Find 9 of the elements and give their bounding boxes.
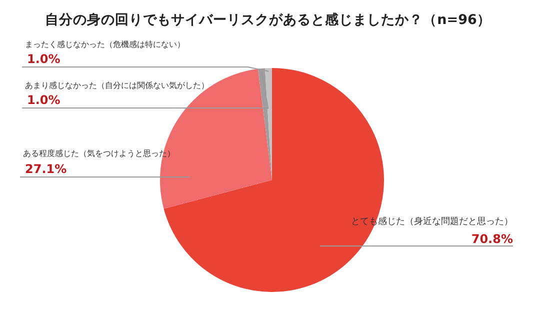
data-label: 1.0% bbox=[27, 93, 60, 107]
slice-label: まったく感じなかった（危機感は特にない） bbox=[25, 40, 185, 49]
slice-label: あまり感じなかった（自分には関係ない気がした） bbox=[25, 81, 209, 90]
data-label: 27.1% bbox=[25, 162, 67, 176]
chart-title: 自分の身の回りでもサイバーリスクがあると感じましたか？（n=96） bbox=[45, 12, 491, 28]
pie-slice bbox=[160, 68, 272, 209]
slice-label: とても感じた（身近な問題だと思った） bbox=[351, 216, 513, 227]
data-label: 1.0% bbox=[27, 52, 60, 66]
data-label: 70.8% bbox=[471, 232, 513, 246]
